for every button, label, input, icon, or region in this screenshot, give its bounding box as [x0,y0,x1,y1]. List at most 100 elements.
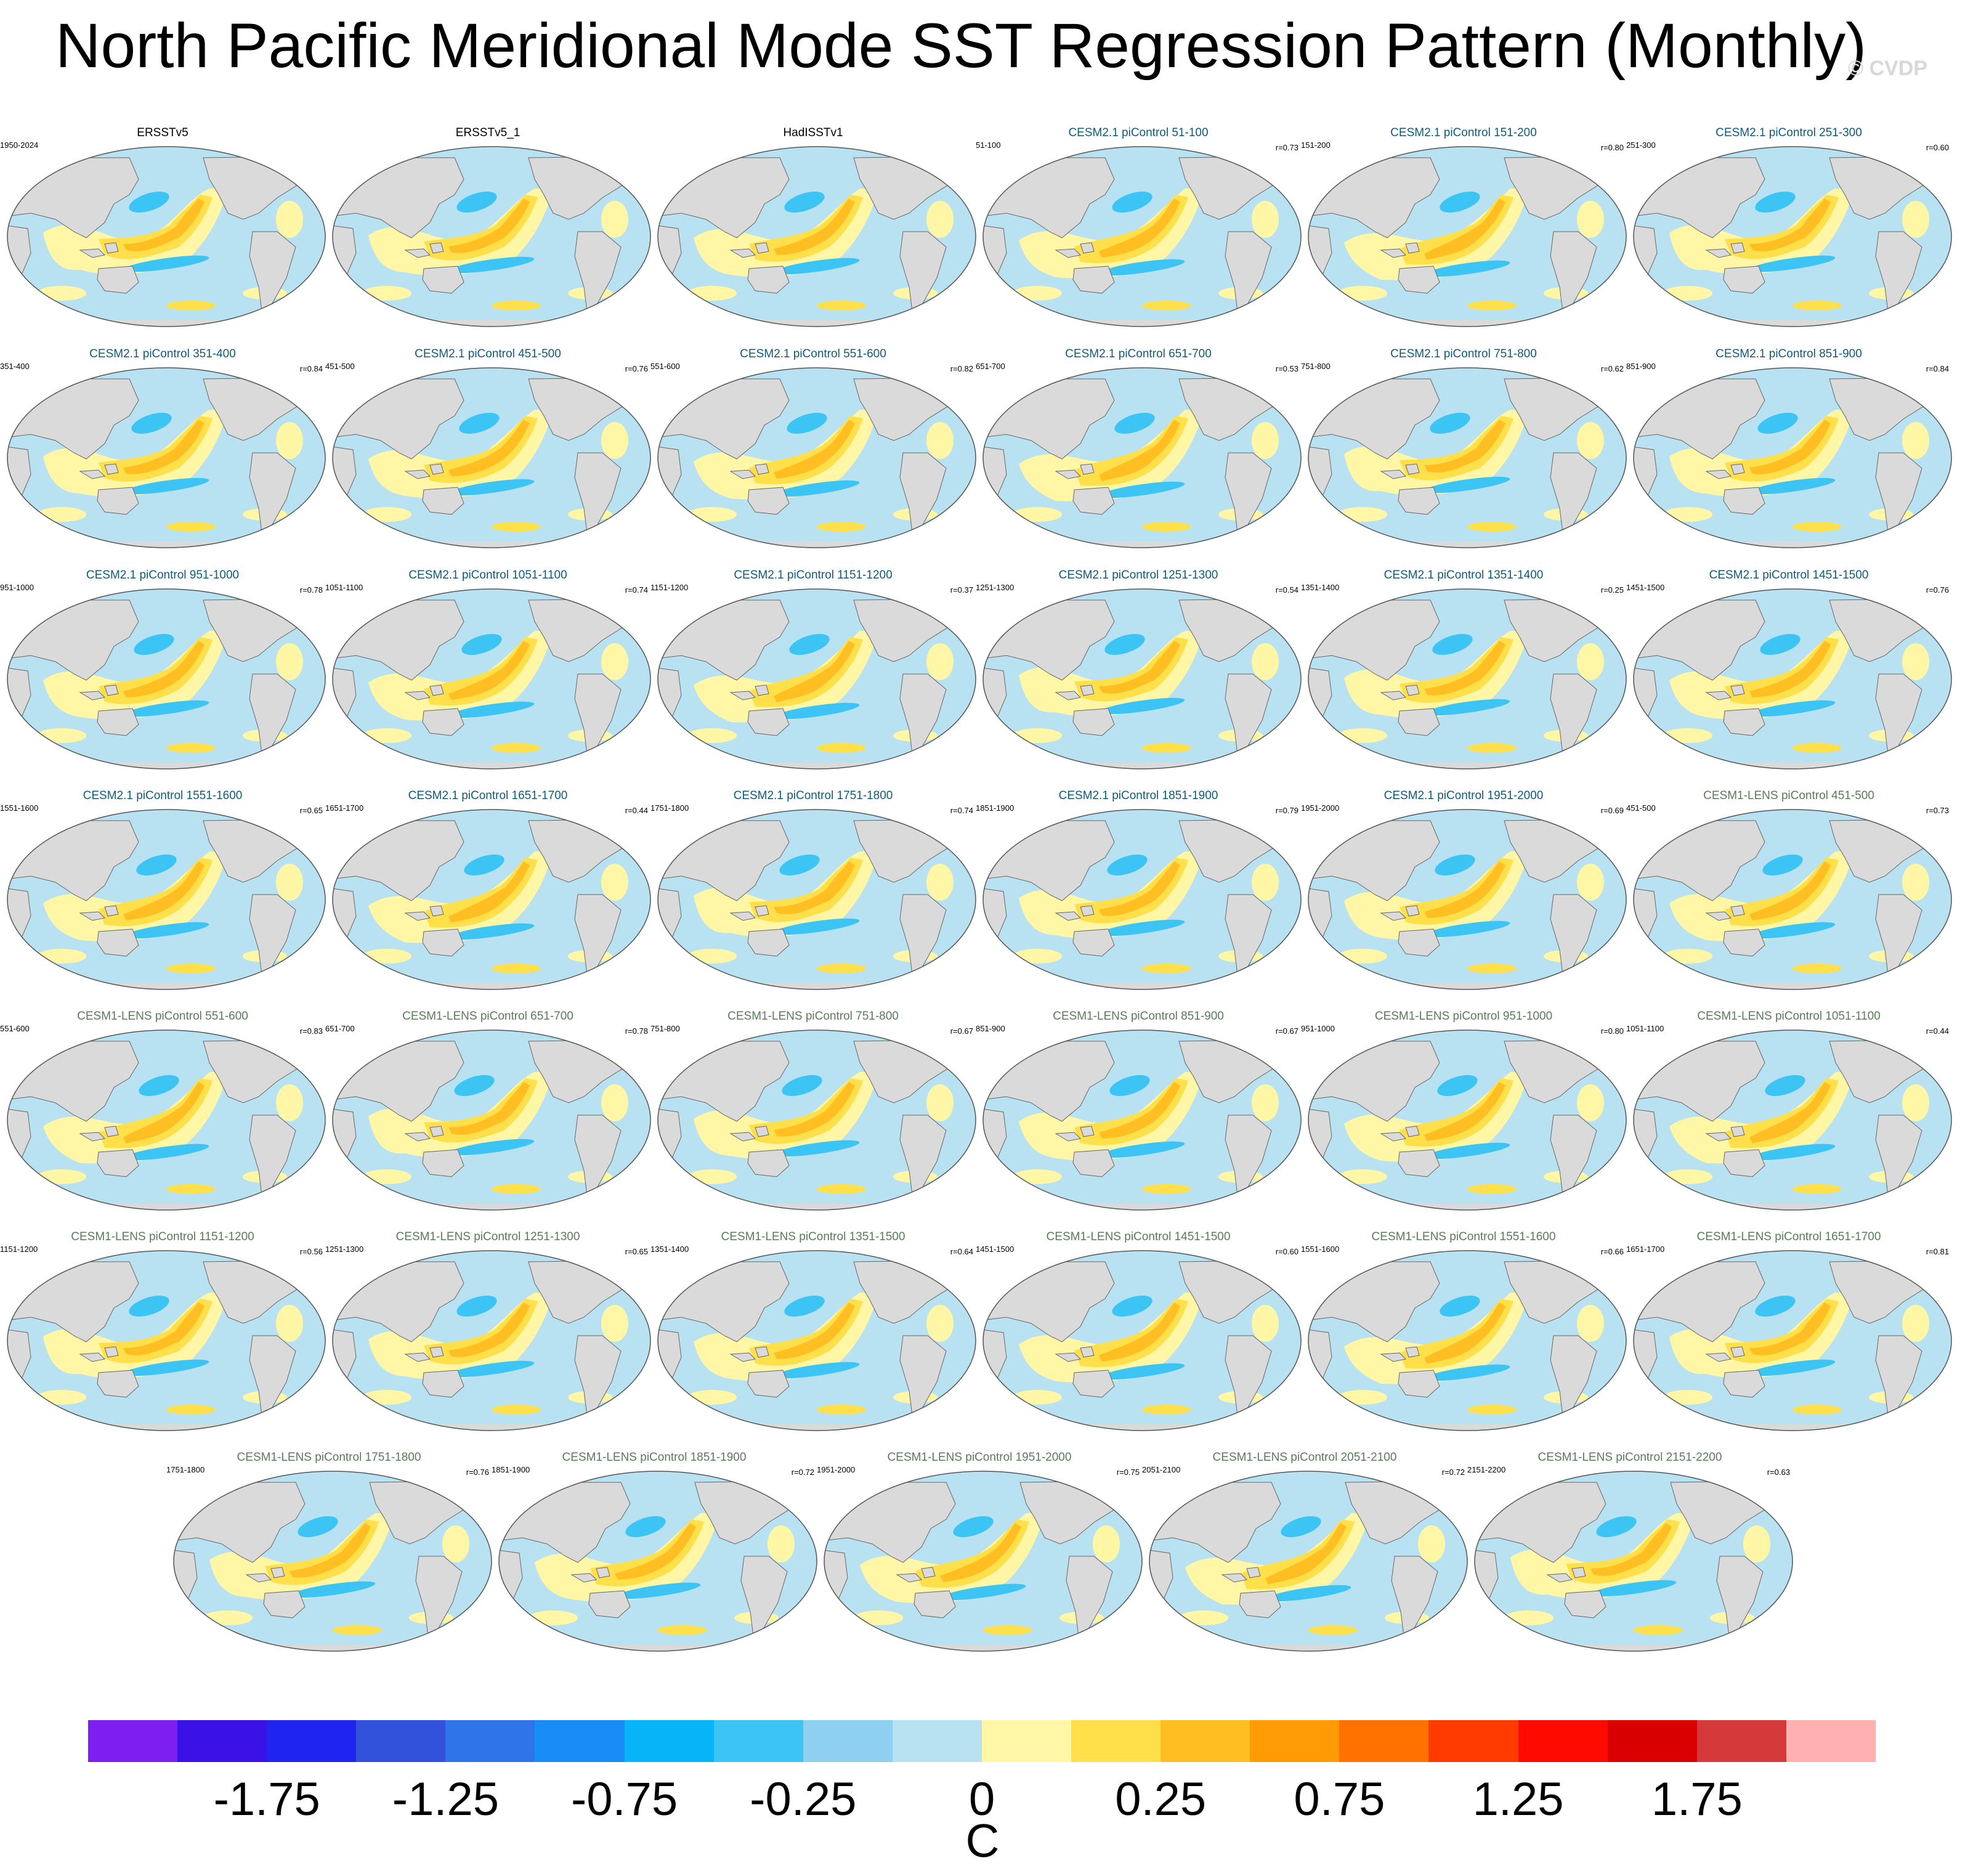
sst-regression-map [332,367,651,548]
panel-pattern-correlation: r=0.78 [625,1026,648,1036]
panel-pattern-correlation: r=0.79 [1275,806,1298,815]
panel-years: 1451-1500 [1626,583,1665,592]
panel-years: 1751-1800 [166,1465,205,1474]
sst-regression-map [657,588,976,769]
sst-regression-map [1308,1250,1627,1431]
panel-pattern-correlation: r=0.63 [1767,1468,1790,1477]
map-panel: CESM1-LENS piControl 2151-2200 2151-2200 r… [1467,1450,1793,1657]
map-panel: CESM1-LENS piControl 451-500 451-500 r=0.7… [1626,789,1952,996]
panel-title: CESM2.1 piControl 1351-1400 [1384,569,1544,582]
panel-years: 1451-1500 [976,1245,1015,1254]
panel-years: 351-400 [0,362,30,371]
page-title: North Pacific Meridional Mode SST Regres… [55,10,1867,81]
panel-pattern-correlation: r=0.65 [625,1247,648,1256]
panel-grid: ERSSTv5 1950-2024 ERSSTv5_1 HadISSTv1 CESM2.… [0,126,1952,1657]
panel-title: CESM1-LENS piControl 1351-1500 [721,1230,905,1243]
panel-pattern-correlation: r=0.73 [1926,806,1949,815]
panel-pattern-correlation: r=0.44 [1926,1026,1949,1036]
panel-pattern-correlation: r=0.76 [625,364,648,373]
colorbar-tick-label: 0.25 [1115,1773,1207,1825]
panel-pattern-correlation: r=0.53 [1275,364,1298,373]
map-panel: CESM2.1 piControl 1951-2000 1951-2000 r=0.… [1301,789,1627,996]
panel-years: 1950-2024 [0,140,39,150]
panel-title: CESM1-LENS piControl 1451-1500 [1046,1230,1231,1243]
panel-title: CESM2.1 piControl 1451-1500 [1709,569,1869,582]
panel-pattern-correlation: r=0.60 [1926,143,1949,152]
panel-years: 1751-1800 [650,803,689,813]
panel-pattern-correlation: r=0.84 [1926,364,1949,373]
map-panel: CESM2.1 piControl 51-100 51-100 r=0.73 [976,126,1302,333]
panel-title: CESM2.1 piControl 1851-1900 [1058,789,1218,802]
colorbar [88,1720,1876,1762]
panel-title: CESM1-LENS piControl 751-800 [727,1010,899,1023]
colorbar-swatch [88,1720,178,1762]
sst-regression-map [657,1029,976,1211]
map-panel: CESM1-LENS piControl 1051-1100 1051-1100 r… [1626,1009,1952,1216]
panel-pattern-correlation: r=0.56 [299,1247,323,1256]
panel-title: CESM1-LENS piControl 1151-1200 [71,1230,254,1243]
sst-regression-map [173,1471,492,1652]
panel-years: 451-500 [325,362,355,371]
colorbar-swatch [177,1720,267,1762]
panel-title: CESM2.1 piControl 451-500 [415,347,561,360]
colorbar-tick-label: -1.75 [213,1773,320,1825]
sst-regression-map [7,1029,326,1211]
panel-years: 1551-1600 [1301,1245,1340,1254]
colorbar-tick-label: -0.75 [570,1773,678,1825]
map-panel: CESM2.1 piControl 1251-1300 1251-1300 r=0.… [976,568,1302,775]
sst-regression-map [1633,809,1952,990]
sst-regression-map [1633,1029,1952,1211]
panel-title: CESM2.1 piControl 1951-2000 [1384,789,1544,802]
panel-years: 1351-1400 [1301,583,1340,592]
panel-title: CESM1-LENS piControl 651-700 [402,1010,573,1023]
panel-title: CESM2.1 piControl 251-300 [1716,126,1862,139]
panel-years: 1651-1700 [325,803,364,813]
panel-title: CESM2.1 piControl 651-700 [1065,347,1212,360]
map-panel: CESM2.1 piControl 351-400 351-400 r=0.84 [0,347,326,554]
panel-pattern-correlation: r=0.73 [1275,143,1298,152]
panel-title: CESM2.1 piControl 1751-1800 [733,789,893,802]
sst-regression-map [1633,367,1952,548]
colorbar-swatch [535,1720,625,1762]
panel-title: CESM1-LENS piControl 2151-2200 [1537,1451,1722,1464]
map-panel: CESM2.1 piControl 851-900 851-900 r=0.84 [1626,347,1952,554]
panel-title: CESM2.1 piControl 51-100 [1068,126,1209,139]
map-panel: CESM1-LENS piControl 1651-1700 1651-1700 r… [1626,1230,1952,1437]
panel-years: 1051-1100 [1626,1024,1664,1033]
panel-title: CESM2.1 piControl 1251-1300 [1058,569,1218,582]
colorbar-swatch [1696,1720,1786,1762]
colorbar-swatch [1428,1720,1518,1762]
colorbar-tick-label: -0.25 [750,1773,857,1825]
panel-years: 1551-1600 [0,803,39,813]
sst-regression-map [982,1250,1302,1431]
panel-pattern-correlation: r=0.74 [625,585,648,595]
panel-pattern-correlation: r=0.64 [950,1247,973,1256]
colorbar-swatch [1607,1720,1697,1762]
sst-regression-map [982,146,1302,327]
map-panel: CESM2.1 piControl 1751-1800 1751-1800 r=0.… [650,789,976,996]
colorbar-tick-label: 1.75 [1651,1773,1743,1825]
map-panel: CESM1-LENS piControl 1851-1900 1851-1900 r… [492,1450,817,1657]
panel-title: ERSSTv5_1 [455,126,521,139]
colorbar-swatch [1071,1720,1161,1762]
panel-pattern-correlation: r=0.78 [299,585,323,595]
map-panel: CESM1-LENS piControl 551-600 551-600 r=0.8… [0,1009,326,1216]
panel-years: 651-700 [976,362,1005,371]
panel-years: 851-900 [1626,362,1656,371]
panel-title: CESM2.1 piControl 1651-1700 [408,789,568,802]
panel-title: CESM1-LENS piControl 1551-1600 [1371,1230,1556,1243]
colorbar-swatch [713,1720,803,1762]
panel-years: 1251-1300 [325,1245,364,1254]
panel-title: CESM1-LENS piControl 951-1000 [1374,1010,1553,1023]
map-panel: CESM2.1 piControl 451-500 451-500 r=0.76 [325,347,651,554]
map-panel: CESM2.1 piControl 151-200 151-200 r=0.80 [1301,126,1627,333]
panel-years: 851-900 [976,1024,1005,1033]
map-panel: ERSSTv5_1 [325,126,651,333]
colorbar-swatch [981,1720,1072,1762]
panel-title: CESM1-LENS piControl 1951-2000 [887,1451,1072,1464]
panel-title: CESM1-LENS piControl 1751-1800 [237,1451,421,1464]
panel-title: CESM2.1 piControl 151-200 [1390,126,1537,139]
panel-title: CESM1-LENS piControl 1051-1100 [1697,1010,1881,1023]
map-panel: CESM1-LENS piControl 1951-2000 1951-2000 r… [817,1450,1143,1657]
panel-title: CESM2.1 piControl 1151-1200 [734,569,893,582]
